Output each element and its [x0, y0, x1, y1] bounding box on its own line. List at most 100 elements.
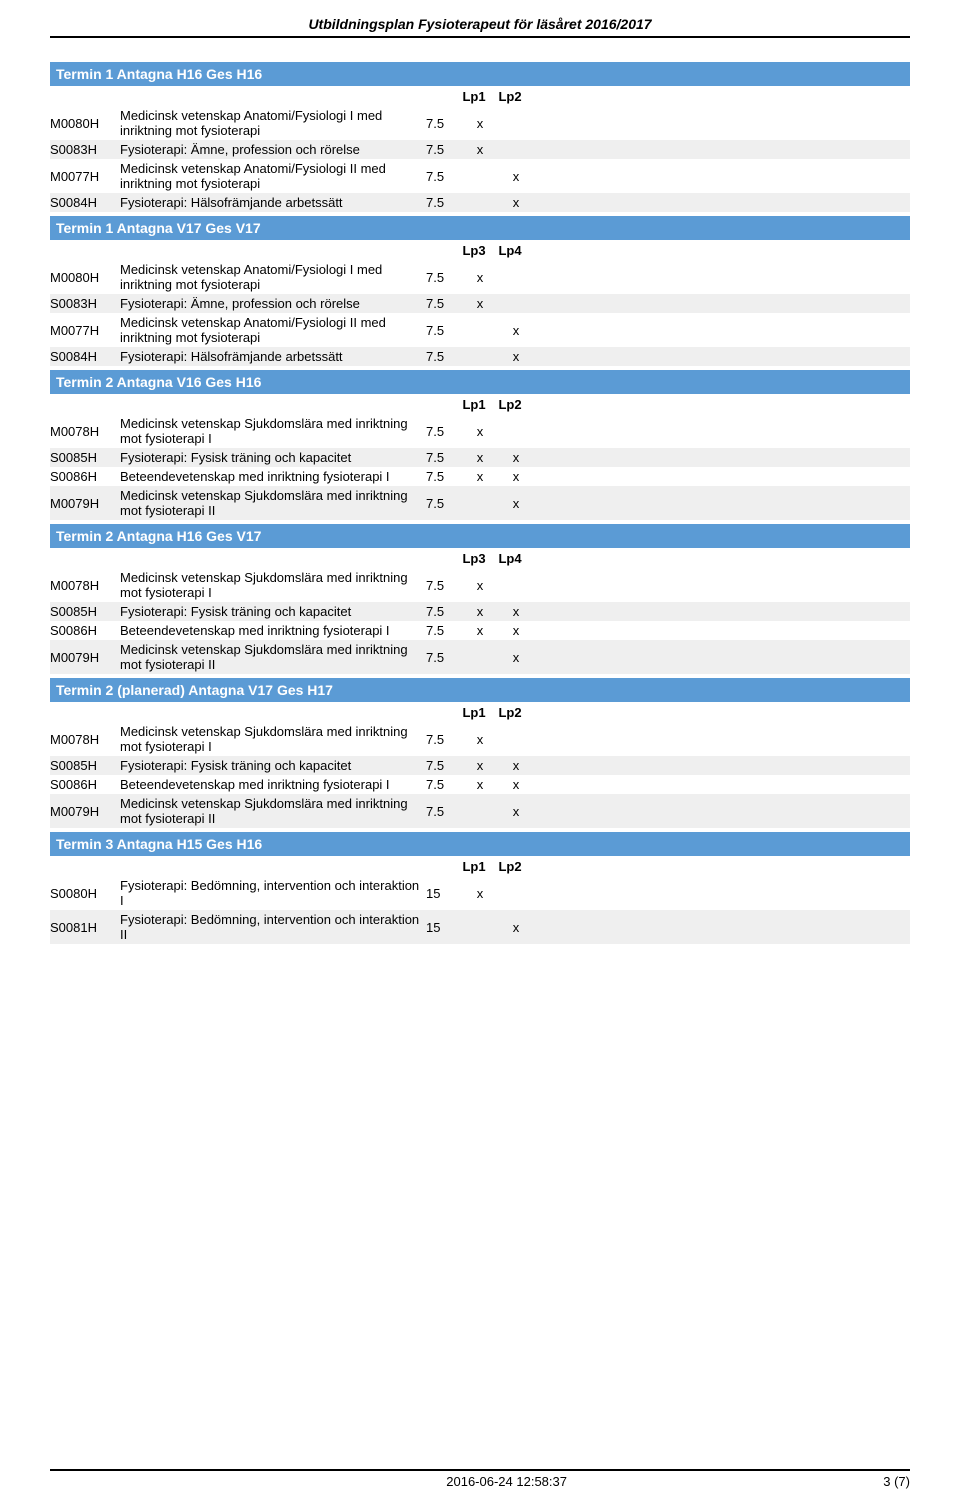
course-points: 7.5 — [426, 496, 462, 511]
footer-spacer — [50, 1474, 130, 1489]
spacer — [50, 397, 120, 412]
period-label: Lp2 — [492, 397, 528, 412]
course-mark-lp1: x — [462, 758, 498, 773]
course-mark-lp2: x — [498, 758, 534, 773]
course-points: 7.5 — [426, 116, 462, 131]
spacer — [50, 551, 120, 566]
course-row: M0078HMedicinsk vetenskap Sjukdomslära m… — [50, 414, 910, 448]
course-code: M0079H — [50, 650, 120, 665]
course-mark-lp2: x — [498, 349, 534, 364]
course-row: M0079HMedicinsk vetenskap Sjukdomslära m… — [50, 486, 910, 520]
course-row: S0081HFysioterapi: Bedömning, interventi… — [50, 910, 910, 944]
course-row: M0080HMedicinsk vetenskap Anatomi/Fysiol… — [50, 106, 910, 140]
period-label-row: Lp1Lp2 — [50, 702, 910, 722]
course-row: S0085HFysioterapi: Fysisk träning och ka… — [50, 602, 910, 621]
course-mark-lp1: x — [462, 296, 498, 311]
course-mark-lp2: x — [498, 169, 534, 184]
spacer — [420, 89, 456, 104]
document-header: Utbildningsplan Fysioterapeut för läsåre… — [50, 16, 910, 38]
course-description: Beteendevetenskap med inriktning fysiote… — [120, 469, 426, 484]
course-code: S0085H — [50, 604, 120, 619]
course-description: Beteendevetenskap med inriktning fysiote… — [120, 623, 426, 638]
course-code: M0080H — [50, 116, 120, 131]
course-description: Medicinsk vetenskap Sjukdomslära med inr… — [120, 488, 426, 518]
period-label: Lp1 — [456, 89, 492, 104]
period-label: Lp4 — [492, 243, 528, 258]
course-code: M0077H — [50, 169, 120, 184]
course-mark-lp2: x — [498, 469, 534, 484]
course-points: 7.5 — [426, 195, 462, 210]
course-mark-lp1: x — [462, 142, 498, 157]
spacer — [50, 89, 120, 104]
period-label: Lp2 — [492, 705, 528, 720]
course-points: 7.5 — [426, 578, 462, 593]
course-points: 7.5 — [426, 469, 462, 484]
course-code: S0085H — [50, 758, 120, 773]
course-row: M0080HMedicinsk vetenskap Anatomi/Fysiol… — [50, 260, 910, 294]
course-mark-lp1: x — [462, 578, 498, 593]
period-label: Lp3 — [456, 551, 492, 566]
course-description: Fysioterapi: Bedömning, intervention och… — [120, 912, 426, 942]
course-points: 7.5 — [426, 323, 462, 338]
course-code: S0081H — [50, 920, 120, 935]
spacer — [50, 705, 120, 720]
term-header: Termin 1 Antagna V17 Ges V17 — [50, 216, 910, 240]
course-description: Fysioterapi: Hälsofrämjande arbetssätt — [120, 195, 426, 210]
course-code: S0086H — [50, 623, 120, 638]
period-label-row: Lp1Lp2 — [50, 394, 910, 414]
course-mark-lp2: x — [498, 920, 534, 935]
course-points: 7.5 — [426, 758, 462, 773]
course-code: M0078H — [50, 578, 120, 593]
spacer — [420, 705, 456, 720]
spacer — [420, 397, 456, 412]
course-row: M0077HMedicinsk vetenskap Anatomi/Fysiol… — [50, 159, 910, 193]
spacer — [50, 243, 120, 258]
course-points: 7.5 — [426, 777, 462, 792]
course-code: S0084H — [50, 195, 120, 210]
spacer — [120, 859, 420, 874]
course-row: S0086HBeteendevetenskap med inriktning f… — [50, 467, 910, 486]
course-row: S0085HFysioterapi: Fysisk träning och ka… — [50, 756, 910, 775]
course-description: Medicinsk vetenskap Anatomi/Fysiologi II… — [120, 161, 426, 191]
course-description: Fysioterapi: Ämne, profession och rörels… — [120, 142, 426, 157]
course-code: M0079H — [50, 804, 120, 819]
course-row: S0084HFysioterapi: Hälsofrämjande arbets… — [50, 347, 910, 366]
course-mark-lp1: x — [462, 450, 498, 465]
period-label: Lp2 — [492, 859, 528, 874]
period-label: Lp3 — [456, 243, 492, 258]
course-mark-lp2: x — [498, 323, 534, 338]
course-description: Medicinsk vetenskap Sjukdomslära med inr… — [120, 724, 426, 754]
term-header: Termin 1 Antagna H16 Ges H16 — [50, 62, 910, 86]
period-label: Lp1 — [456, 397, 492, 412]
spacer — [420, 859, 456, 874]
course-points: 7.5 — [426, 623, 462, 638]
course-mark-lp1: x — [462, 116, 498, 131]
course-points: 7.5 — [426, 604, 462, 619]
course-points: 7.5 — [426, 804, 462, 819]
course-description: Medicinsk vetenskap Sjukdomslära med inr… — [120, 570, 426, 600]
course-description: Fysioterapi: Fysisk träning och kapacite… — [120, 604, 426, 619]
course-description: Medicinsk vetenskap Sjukdomslära med inr… — [120, 796, 426, 826]
course-mark-lp2: x — [498, 650, 534, 665]
course-points: 7.5 — [426, 142, 462, 157]
course-description: Fysioterapi: Fysisk träning och kapacite… — [120, 450, 426, 465]
course-row: S0086HBeteendevetenskap med inriktning f… — [50, 621, 910, 640]
course-row: S0085HFysioterapi: Fysisk träning och ka… — [50, 448, 910, 467]
course-description: Medicinsk vetenskap Anatomi/Fysiologi I … — [120, 262, 426, 292]
period-label-row: Lp3Lp4 — [50, 240, 910, 260]
period-label-row: Lp1Lp2 — [50, 86, 910, 106]
course-code: S0085H — [50, 450, 120, 465]
course-code: M0079H — [50, 496, 120, 511]
spacer — [120, 243, 420, 258]
course-description: Medicinsk vetenskap Sjukdomslära med inr… — [120, 416, 426, 446]
page-container: Utbildningsplan Fysioterapeut för läsåre… — [0, 0, 960, 1503]
course-mark-lp1: x — [462, 777, 498, 792]
spacer — [120, 705, 420, 720]
period-label: Lp1 — [456, 859, 492, 874]
course-row: S0086HBeteendevetenskap med inriktning f… — [50, 775, 910, 794]
course-points: 7.5 — [426, 732, 462, 747]
course-description: Beteendevetenskap med inriktning fysiote… — [120, 777, 426, 792]
term-header: Termin 2 (planerad) Antagna V17 Ges H17 — [50, 678, 910, 702]
period-label-row: Lp3Lp4 — [50, 548, 910, 568]
period-label: Lp2 — [492, 89, 528, 104]
